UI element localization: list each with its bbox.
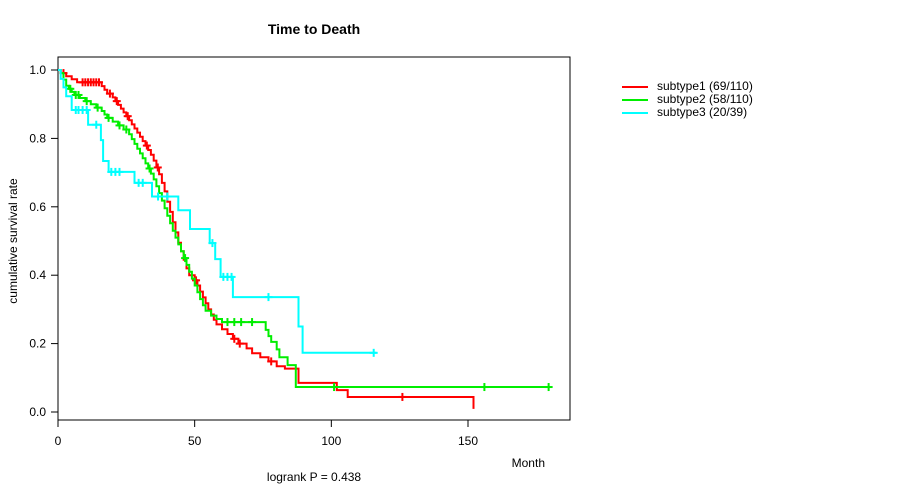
x-tick-label: 100 [321,434,341,448]
x-tick-label: 50 [188,434,202,448]
survival-series-3 [58,69,378,357]
y-tick-label: 0.4 [29,268,46,282]
y-tick-label: 0.0 [29,405,46,419]
logrank-p-value: logrank P = 0.438 [266,470,362,484]
legend-label-subtype2: subtype2 (58/110) [657,92,753,106]
y-tick-label: 0.2 [29,337,46,351]
survival-series-1 [58,69,475,409]
legend-line-swatch-subtype3 [622,111,648,114]
y-tick-label: 0.6 [29,200,46,214]
survival-curve-1 [58,69,475,409]
y-tick-label: 0.8 [29,131,46,145]
survival-curve-2 [58,69,550,388]
legend-item-subtype3: subtype3 (20/39) [622,106,753,119]
legend: subtype1 (69/110) subtype2 (58/110) subt… [622,80,753,119]
survival-curve-3 [58,69,377,354]
survival-series-2 [58,69,553,392]
x-tick-label: 0 [55,434,62,448]
x-axis-label: Month [511,456,545,470]
y-axis-label: cumulative survival rate [6,178,20,304]
legend-line-swatch-subtype1 [622,85,648,88]
y-tick-label: 1.0 [29,63,46,77]
x-tick-label: 150 [458,434,478,448]
legend-item-subtype1: subtype1 (69/110) [622,80,753,93]
plot-box [57,56,571,421]
legend-item-subtype2: subtype2 (58/110) [622,93,753,106]
legend-line-swatch-subtype2 [622,98,648,101]
legend-label-subtype1: subtype1 (69/110) [657,79,753,93]
legend-label-subtype3: subtype3 (20/39) [657,105,748,119]
chart-title: Time to Death [267,21,361,37]
